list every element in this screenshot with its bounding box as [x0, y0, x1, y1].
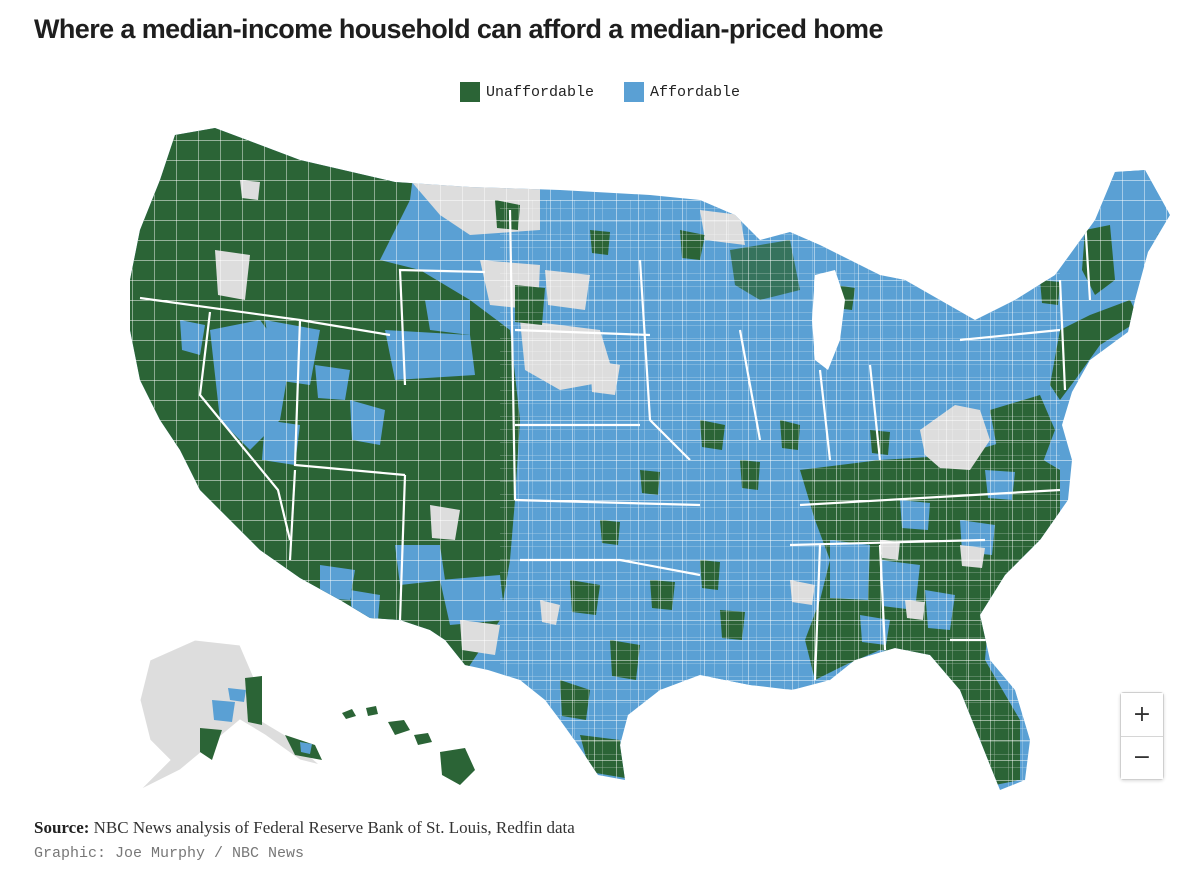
- zoom-in-button[interactable]: +: [1121, 693, 1163, 736]
- source-label: Source:: [34, 818, 90, 837]
- legend-item-affordable: Affordable: [624, 82, 740, 102]
- alaska: [139, 639, 322, 791]
- page-title: Where a median-income household can affo…: [34, 14, 883, 44]
- legend-item-unaffordable: Unaffordable: [459, 82, 594, 102]
- hawaii: [342, 706, 475, 785]
- source-text: NBC News analysis of Federal Reserve Ban…: [93, 818, 575, 837]
- contiguous-us: [130, 128, 1170, 790]
- legend-label-unaffordable: Unaffordable: [485, 83, 594, 101]
- state-borders: [139, 209, 1092, 681]
- map-legend: Unaffordable Affordable: [0, 82, 1200, 102]
- source-note: Source: NBC News analysis of Federal Res…: [34, 818, 575, 838]
- legend-label-affordable: Affordable: [650, 83, 741, 101]
- county-map[interactable]: [0, 110, 1200, 810]
- zoom-divider: [1121, 735, 1163, 737]
- legend-swatch-affordable: [624, 82, 644, 102]
- zoom-out-button[interactable]: −: [1121, 736, 1163, 779]
- graphic-credit: Graphic: Joe Murphy / NBC News: [34, 845, 305, 862]
- zoom-control: + −: [1120, 692, 1164, 780]
- legend-swatch-unaffordable: [459, 82, 480, 102]
